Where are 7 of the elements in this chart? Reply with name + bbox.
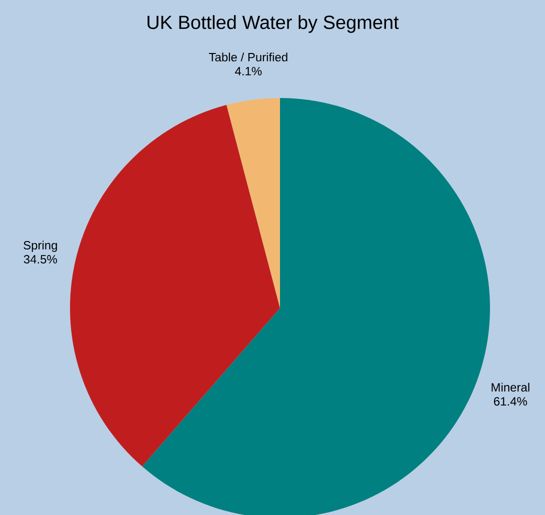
chart-title: UK Bottled Water by Segment: [148, 15, 399, 33]
slice-label: Spring: [24, 240, 57, 252]
data-label: 4.1%: [235, 66, 262, 76]
data-label: 34.5%: [24, 255, 57, 264]
slice-label: Table / Purified: [208, 52, 288, 62]
slice-label: Mineral: [492, 382, 530, 392]
data-label: 61.4%: [494, 397, 527, 406]
